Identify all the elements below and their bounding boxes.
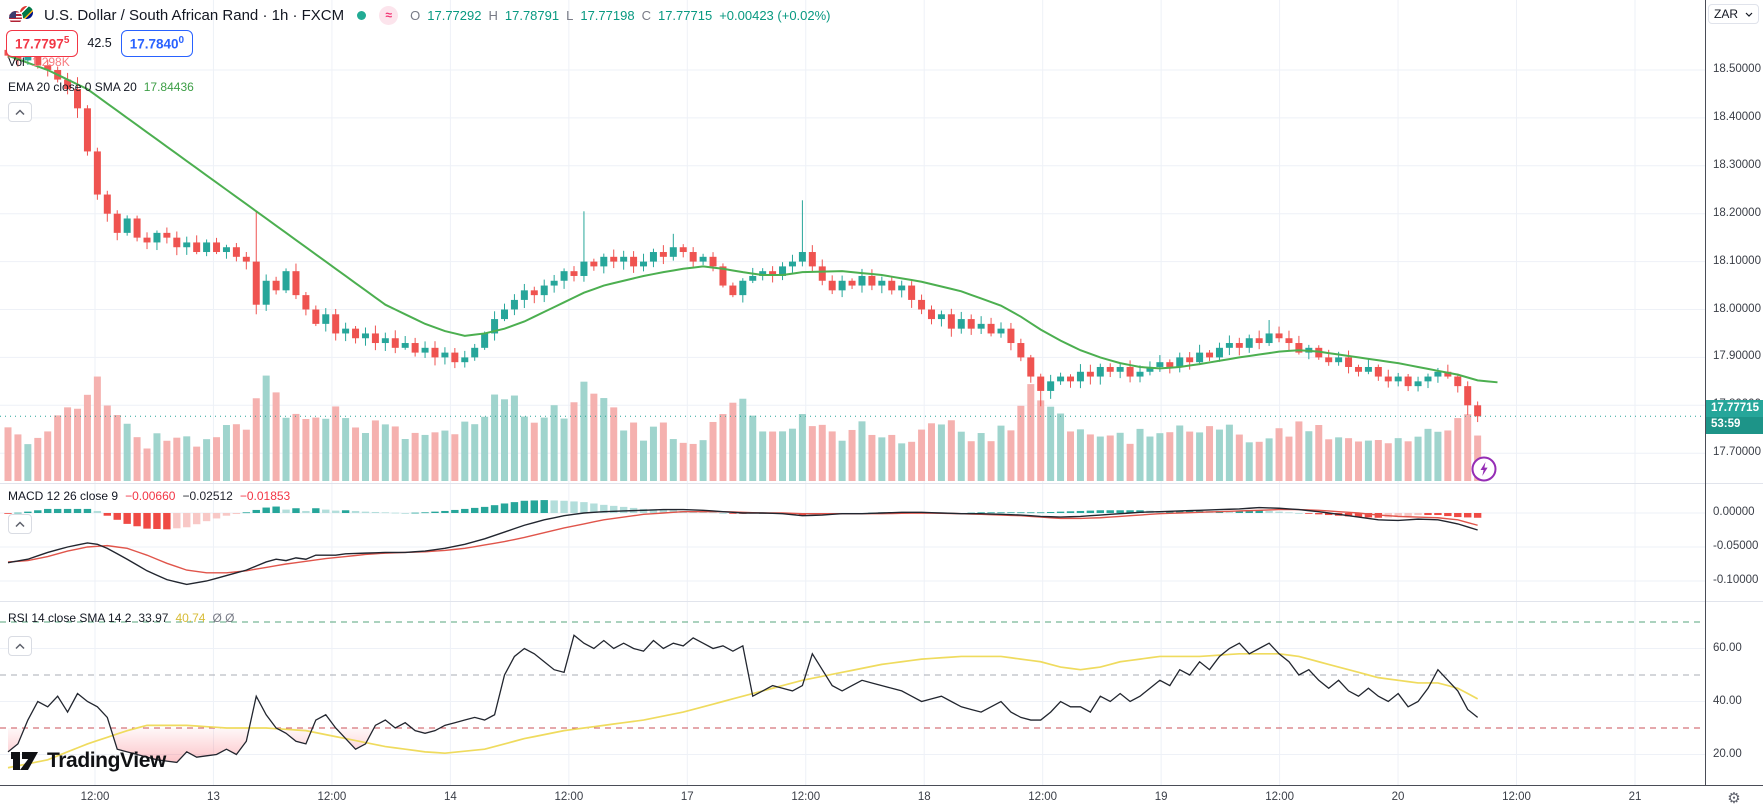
time-tick: 12:00 bbox=[554, 791, 584, 803]
volume-legend-label: Vol bbox=[8, 55, 25, 69]
time-tick: 13 bbox=[207, 791, 220, 803]
low-value: 17.77198 bbox=[580, 7, 635, 23]
close-label: C bbox=[641, 7, 651, 23]
symbol-title[interactable]: U.S. Dollar / South African Rand · 1h · … bbox=[44, 6, 345, 24]
trade-panel: 17.77975 42.5 17.78400 bbox=[6, 30, 194, 57]
change-value: +0.00423 (+0.02%) bbox=[719, 7, 831, 23]
sell-price: 17.7797 bbox=[15, 36, 64, 52]
macd-signal-value: −0.01853 bbox=[239, 489, 291, 503]
rsi-sma-value: 40.74 bbox=[175, 611, 206, 625]
ohlc-values: O 17.77292 H 17.78791 L 17.77198 C 17.77715 … bbox=[410, 8, 830, 23]
symbol-header: U.S. Dollar / South African Rand · 1h · … bbox=[8, 3, 831, 27]
tradingview-logo[interactable]: TradingView bbox=[10, 749, 166, 773]
time-tick: 14 bbox=[443, 791, 457, 803]
time-axis[interactable]: 12:00 13 12:00 14 12:00 17 12:00 18 12:00 19 12:00… bbox=[0, 786, 1763, 812]
buy-price: 17.7840 bbox=[129, 36, 179, 52]
currency-selector[interactable]: ZAR bbox=[1708, 4, 1759, 24]
currency-pair-flags-icon bbox=[8, 4, 36, 26]
sell-button[interactable]: 17.77975 bbox=[6, 30, 79, 57]
last-price-badge: 17.77715 53:59 bbox=[1706, 400, 1763, 434]
rsi-legend[interactable]: RSI 14 close SMA 14 2 33.97 40.74 Ø Ø bbox=[8, 611, 234, 625]
price-tick: 18.40000 bbox=[1713, 110, 1761, 123]
rsi-legend-label: RSI 14 close SMA 14 2 bbox=[8, 611, 132, 625]
price-axis[interactable]: 18.50000 18.40000 18.30000 18.20000 18.10000… bbox=[1706, 0, 1763, 785]
rsi-hlines-badge: Ø Ø bbox=[212, 611, 235, 625]
market-status-icon[interactable] bbox=[352, 6, 371, 25]
high-value: 17.78791 bbox=[504, 7, 560, 23]
tradingview-logo-icon bbox=[11, 752, 38, 770]
ema-legend-value: 17.84436 bbox=[143, 80, 194, 94]
high-label: H bbox=[488, 7, 498, 23]
currency-selector-label: ZAR bbox=[1714, 7, 1738, 21]
time-tick: 18 bbox=[917, 791, 931, 803]
chevron-up-icon bbox=[15, 108, 25, 115]
us-flag-icon bbox=[8, 9, 23, 25]
price-tick: 17.70000 bbox=[1713, 446, 1761, 459]
low-label: L bbox=[566, 7, 574, 23]
macd-legend[interactable]: MACD 12 26 close 9 −0.00660 −0.02512 −0.… bbox=[8, 489, 290, 503]
price-tick: -0.05000 bbox=[1713, 540, 1759, 552]
rsi-pane-collapse-button[interactable] bbox=[8, 636, 32, 656]
time-tick: 20 bbox=[1391, 791, 1405, 803]
instant-trading-button[interactable] bbox=[1470, 455, 1498, 483]
time-tick: 12:00 bbox=[1028, 791, 1058, 803]
chevron-up-icon bbox=[15, 642, 25, 649]
volume-legend-value: 1.298K bbox=[31, 55, 70, 69]
close-value: 17.77715 bbox=[657, 7, 713, 23]
buy-price-pip: 0 bbox=[178, 35, 185, 46]
time-tick: 12:00 bbox=[1265, 791, 1294, 803]
price-tick: -0.10000 bbox=[1713, 574, 1759, 586]
price-tick: 17.90000 bbox=[1713, 350, 1761, 363]
macd-pane-collapse-button[interactable] bbox=[8, 514, 32, 534]
chevron-down-icon bbox=[1745, 12, 1753, 17]
chevron-up-icon bbox=[15, 520, 25, 527]
price-tick: 18.50000 bbox=[1713, 63, 1761, 75]
price-tick: 18.10000 bbox=[1713, 254, 1761, 267]
sell-price-pip: 5 bbox=[63, 35, 70, 46]
bar-countdown: 53:59 bbox=[1706, 417, 1763, 434]
open-label: O bbox=[410, 7, 421, 23]
price-tick: 60.00 bbox=[1713, 641, 1742, 654]
lightning-icon bbox=[1471, 456, 1497, 482]
volume-legend[interactable]: Vol 1.298K bbox=[8, 55, 70, 69]
open-value: 17.77292 bbox=[427, 7, 482, 23]
price-tick: 40.00 bbox=[1713, 694, 1742, 707]
time-tick: 12:00 bbox=[80, 791, 110, 803]
time-tick: 12:00 bbox=[1502, 791, 1531, 803]
time-tick: 19 bbox=[1154, 791, 1168, 803]
spread-value: 42.5 bbox=[87, 36, 112, 51]
price-tick: 18.00000 bbox=[1713, 302, 1761, 315]
main-pane-collapse-button[interactable] bbox=[8, 102, 32, 122]
price-tick: 18.30000 bbox=[1713, 158, 1761, 171]
ema-legend-label: EMA 20 close 0 SMA 20 bbox=[8, 80, 137, 94]
price-tick: 0.00000 bbox=[1713, 506, 1755, 518]
time-tick: 17 bbox=[680, 791, 694, 803]
last-price-value: 17.77715 bbox=[1706, 400, 1763, 417]
macd-hist-value: −0.00660 bbox=[125, 489, 176, 503]
delayed-data-icon[interactable]: ≈ bbox=[379, 5, 399, 25]
macd-legend-label: MACD 12 26 close 9 bbox=[8, 489, 119, 503]
rsi-value: 33.97 bbox=[138, 611, 169, 625]
macd-line-value: −0.02512 bbox=[182, 489, 233, 503]
price-tick: 18.20000 bbox=[1713, 206, 1761, 219]
tradingview-logo-text: TradingView bbox=[47, 749, 166, 772]
ema-legend[interactable]: EMA 20 close 0 SMA 20 17.84436 bbox=[8, 80, 194, 94]
time-tick: 12:00 bbox=[317, 791, 347, 803]
price-tick: 20.00 bbox=[1713, 747, 1742, 760]
market-status-dot-icon bbox=[357, 10, 367, 20]
time-tick: 21 bbox=[1628, 791, 1642, 803]
time-tick: 12:00 bbox=[791, 791, 821, 803]
buy-button[interactable]: 17.78400 bbox=[120, 30, 194, 57]
gear-icon[interactable]: ⚙ bbox=[1727, 790, 1741, 807]
